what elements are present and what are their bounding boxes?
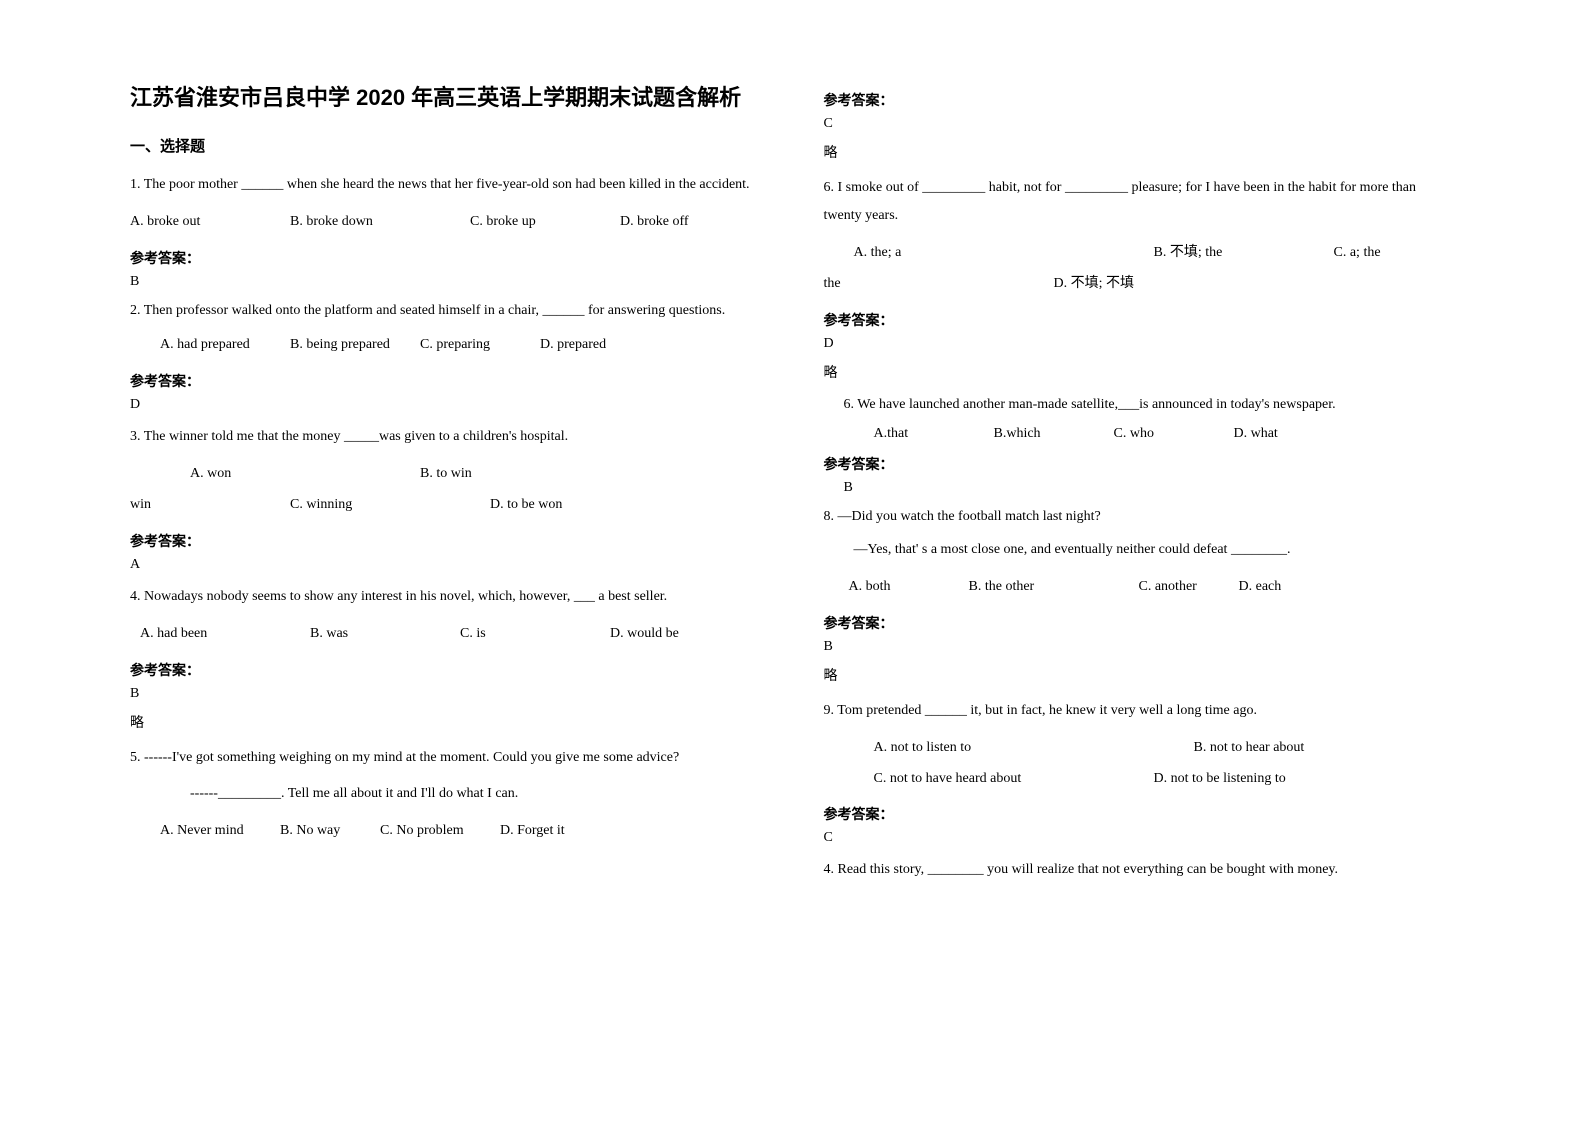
question-5-text2: ------_________. Tell me all about it an…: [130, 780, 764, 808]
question-8-text2: —Yes, that' s a most close one, and even…: [824, 536, 1458, 564]
q9-opt-d: D. not to be listening to: [1154, 764, 1286, 795]
question-4-text: 4. Nowadays nobody seems to show any int…: [130, 583, 764, 611]
question-3-options: A. won B. to win win C. winning D. to be…: [130, 459, 764, 521]
page-title: 江苏省淮安市吕良中学 2020 年高三英语上学期期末试题含解析: [130, 80, 764, 115]
q2-answer: D: [130, 397, 764, 413]
q6-brief: 略: [824, 362, 1458, 382]
q8-opt-b: B. the other: [969, 572, 1139, 603]
q2-opt-d: D. prepared: [540, 330, 606, 361]
question-8-options: A. both B. the other C. another D. each: [824, 572, 1458, 603]
q4-answer: B: [130, 686, 764, 702]
q4-opt-c: C. is: [460, 619, 610, 650]
q3-answer-label: 参考答案：: [130, 531, 764, 551]
question-7-options: A.that B.which C. who D. what: [824, 424, 1458, 444]
q8-opt-d: D. each: [1239, 572, 1282, 603]
question-9-text: 9. Tom pretended ______ it, but in fact,…: [824, 697, 1458, 725]
q4-opt-a: A. had been: [140, 619, 310, 650]
q7-opt-c: C. who: [1114, 424, 1234, 444]
question-10-text: 4. Read this story, ________ you will re…: [824, 856, 1458, 884]
q1-answer-label: 参考答案：: [130, 248, 764, 268]
q5-opt-d: D. Forget it: [500, 816, 565, 847]
q4-opt-d: D. would be: [610, 619, 679, 650]
q2-opt-b: B. being prepared: [290, 330, 420, 361]
q9-answer: C: [824, 830, 1458, 846]
q1-opt-b: B. broke down: [290, 207, 470, 238]
q1-opt-a: A. broke out: [130, 207, 290, 238]
q5-answer-label: 参考答案：: [824, 90, 1458, 110]
q9-opt-a: A. not to listen to: [874, 733, 1194, 764]
q3-opt-d: D. to be won: [490, 490, 562, 521]
question-2-options: A. had prepared B. being prepared C. pre…: [130, 330, 764, 361]
q1-opt-c: C. broke up: [470, 207, 620, 238]
q7-opt-d: D. what: [1234, 424, 1278, 444]
q3-answer: A: [130, 557, 764, 573]
q8-opt-c: C. another: [1139, 572, 1239, 603]
q3-opt-c: C. winning: [290, 490, 490, 521]
question-4-options: A. had been B. was C. is D. would be: [130, 619, 764, 650]
q4-brief: 略: [130, 712, 764, 732]
q7-opt-b: B.which: [994, 424, 1114, 444]
question-7-text: 6. We have launched another man-made sat…: [824, 394, 1458, 416]
q5-opt-c: C. No problem: [380, 816, 500, 847]
q6-opt-a: A. the; a: [854, 238, 1154, 269]
question-8-text1: 8. —Did you watch the football match las…: [824, 506, 1458, 528]
q6-opt-c: C. a; the: [1334, 238, 1381, 269]
question-1-options: A. broke out B. broke down C. broke up D…: [130, 207, 764, 238]
q3-opt-b: B. to win: [420, 459, 472, 490]
q1-answer: B: [130, 274, 764, 290]
q5-opt-b: B. No way: [280, 816, 380, 847]
q6-opt-b: B. 不填; the: [1154, 238, 1334, 269]
q7-opt-a: A.that: [874, 424, 994, 444]
q9-opt-c: C. not to have heard about: [874, 764, 1154, 795]
q5-opt-a: A. Never mind: [160, 816, 280, 847]
q1-opt-d: D. broke off: [620, 207, 689, 238]
question-3-text: 3. The winner told me that the money ___…: [130, 423, 764, 451]
q8-brief: 略: [824, 665, 1458, 685]
q5-answer: C: [824, 116, 1458, 132]
question-6-text: 6. I smoke out of _________ habit, not f…: [824, 174, 1458, 230]
q9-opt-b: B. not to hear about: [1194, 733, 1305, 764]
q6-opt-d: D. 不填; 不填: [1054, 269, 1135, 300]
q3-opt-a: A. won: [190, 459, 420, 490]
question-6-options: A. the; a B. 不填; the C. a; the the D. 不填…: [824, 238, 1458, 300]
left-column: 江苏省淮安市吕良中学 2020 年高三英语上学期期末试题含解析 一、选择题 1.…: [100, 80, 794, 1082]
q4-opt-b: B. was: [310, 619, 460, 650]
right-column: 参考答案： C 略 6. I smoke out of _________ ha…: [794, 80, 1488, 1082]
q2-answer-label: 参考答案：: [130, 371, 764, 391]
q6-answer: D: [824, 336, 1458, 352]
question-5-text1: 5. ------I've got something weighing on …: [130, 744, 764, 772]
q2-opt-a: A. had prepared: [160, 330, 290, 361]
q9-answer-label: 参考答案：: [824, 804, 1458, 824]
question-2-text: 2. Then professor walked onto the platfo…: [130, 300, 764, 322]
q7-answer-label: 参考答案：: [824, 454, 1458, 474]
section-heading: 一、选择题: [130, 135, 764, 156]
q8-opt-a: A. both: [849, 572, 969, 603]
q8-answer-label: 参考答案：: [824, 613, 1458, 633]
q8-answer: B: [824, 639, 1458, 655]
q6-answer-label: 参考答案：: [824, 310, 1458, 330]
question-1-text: 1. The poor mother ______ when she heard…: [130, 171, 764, 199]
q5-brief: 略: [824, 142, 1458, 162]
q4-answer-label: 参考答案：: [130, 660, 764, 680]
q2-opt-c: C. preparing: [420, 330, 540, 361]
question-5-options: A. Never mind B. No way C. No problem D.…: [130, 816, 764, 847]
question-9-options: A. not to listen to B. not to hear about…: [824, 733, 1458, 795]
q7-answer: B: [824, 480, 1458, 496]
